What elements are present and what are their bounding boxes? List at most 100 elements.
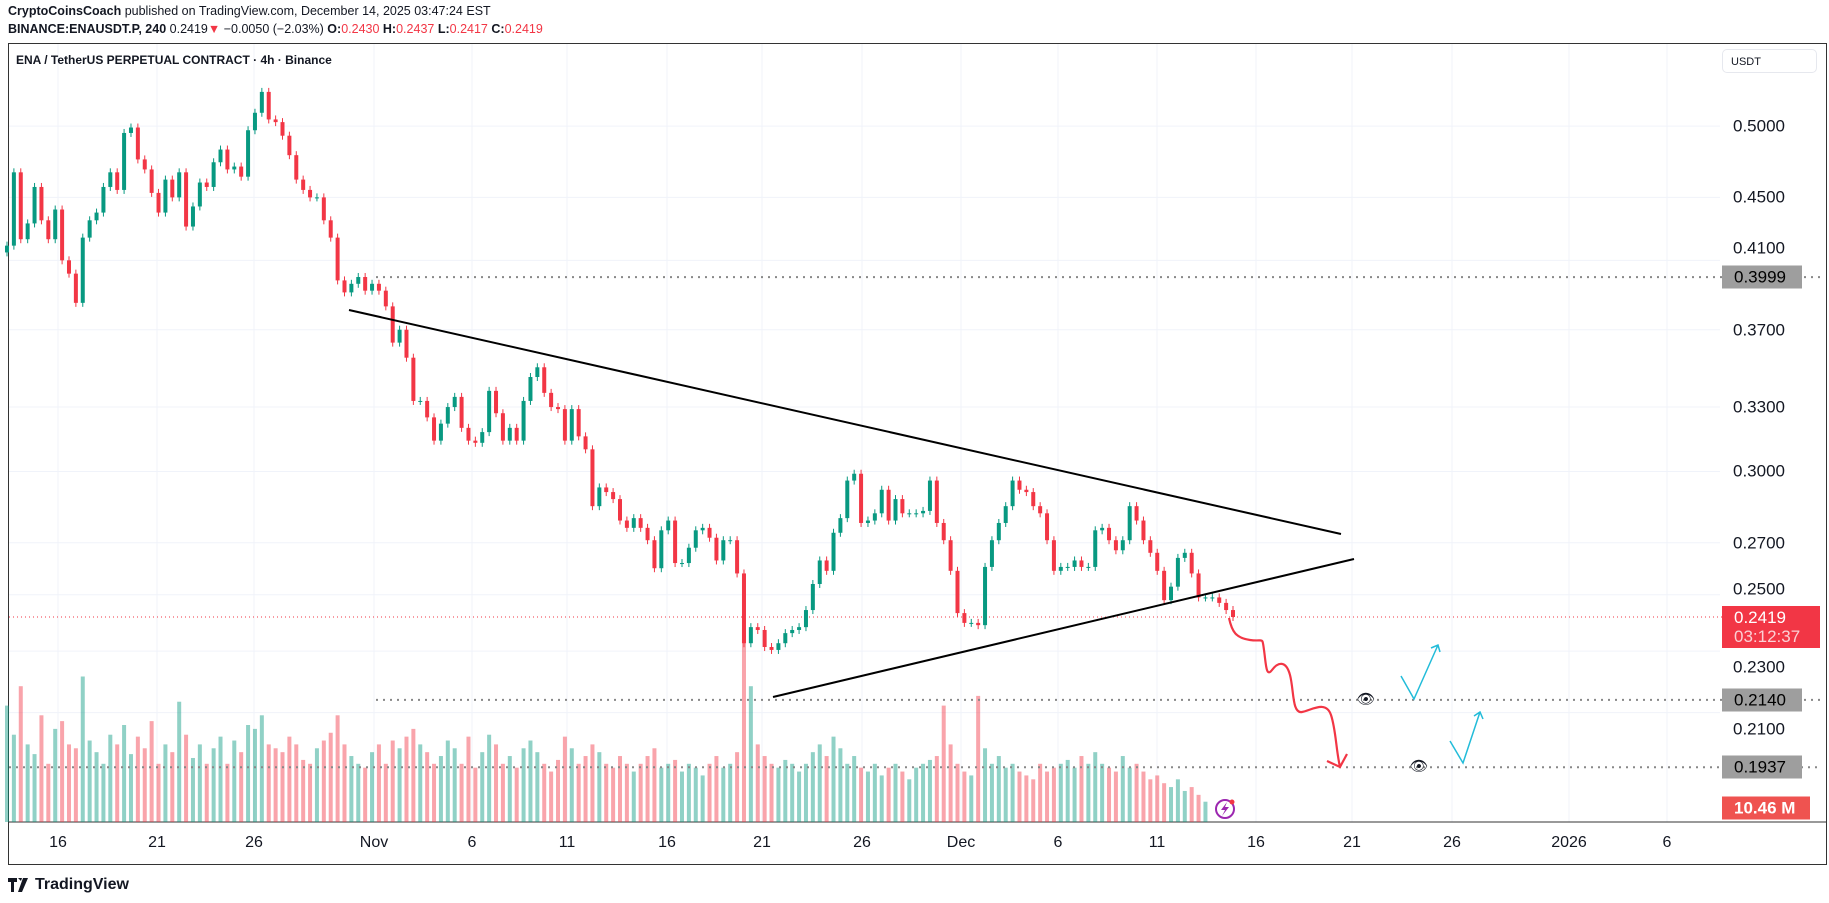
volume-bar <box>686 763 691 822</box>
volume-bar <box>790 763 795 822</box>
price-tick: 0.2300 <box>1733 657 1785 677</box>
candle <box>466 427 471 441</box>
candle <box>907 513 912 515</box>
volume-bar <box>679 771 684 822</box>
volume-bar <box>73 748 78 822</box>
candle <box>32 186 37 224</box>
candle <box>149 169 154 193</box>
candle <box>11 172 16 246</box>
candle <box>611 492 616 500</box>
volume-bar <box>122 725 127 822</box>
price-tick: 0.4100 <box>1733 238 1785 258</box>
candle <box>810 584 815 611</box>
volume-bar <box>783 759 788 822</box>
down-triangle-icon: ▼ <box>207 22 221 36</box>
volume-bar <box>597 752 602 822</box>
candle <box>370 283 375 291</box>
candle <box>363 277 368 291</box>
candle <box>893 499 898 521</box>
volume-bar <box>1031 779 1036 822</box>
candle <box>714 537 719 561</box>
symbol-line: BINANCE:ENAUSDT.P, 240 0.2419▼ −0.0050 (… <box>8 22 543 36</box>
volume-bar <box>666 763 671 822</box>
candle <box>645 527 650 541</box>
candle <box>859 473 864 523</box>
candle <box>845 480 850 519</box>
volume-bar <box>156 763 161 822</box>
candle <box>735 540 740 574</box>
candle <box>273 119 278 123</box>
candle <box>425 400 430 418</box>
symbol: BINANCE:ENAUSDT.P, 240 <box>8 22 167 36</box>
candle <box>631 518 636 528</box>
bar-countdown: 03:12:37 <box>1734 627 1801 646</box>
volume-bar <box>941 705 946 822</box>
volume-bar <box>177 701 182 822</box>
candle <box>177 172 182 198</box>
candle <box>266 91 271 120</box>
time-tick: 26 <box>245 834 263 851</box>
volume-bar <box>397 748 402 822</box>
candle <box>852 473 857 481</box>
volume-bar <box>94 752 99 822</box>
volume-bar <box>741 628 746 822</box>
volume-bar <box>907 779 912 822</box>
price-tick: 0.5000 <box>1733 116 1785 136</box>
currency-button[interactable]: USDT <box>1722 49 1817 73</box>
candle <box>638 518 643 528</box>
tradingview-logo[interactable]: TradingView <box>8 876 129 894</box>
candle <box>287 135 292 156</box>
candle <box>1141 520 1146 541</box>
candle <box>438 423 443 441</box>
volume-bar <box>1024 775 1029 822</box>
low-label: L: <box>437 22 450 36</box>
candle <box>879 489 884 514</box>
volume-bar <box>989 763 994 822</box>
volume-bar <box>969 775 974 822</box>
volume-bar <box>507 756 512 822</box>
volume-bar <box>1072 767 1077 822</box>
candle <box>280 122 285 136</box>
volume-bar <box>211 748 216 822</box>
volume-bar <box>500 763 505 822</box>
volume-bar <box>852 756 857 822</box>
volume-bar <box>445 740 450 822</box>
volume-bar <box>769 763 774 822</box>
candle <box>686 547 691 564</box>
upper-trendline <box>348 309 1342 535</box>
candle <box>900 499 905 514</box>
candle <box>1148 540 1153 553</box>
candle <box>308 189 313 198</box>
candle <box>108 172 113 187</box>
candle <box>480 432 485 443</box>
volume-bar <box>487 734 492 822</box>
volume-bar <box>652 748 657 822</box>
volume-bar <box>25 744 30 822</box>
candle <box>259 91 264 113</box>
volume-bar <box>1079 756 1084 822</box>
volume-bar <box>707 763 712 822</box>
lightning-icon <box>1221 802 1229 816</box>
close-label: C: <box>491 22 505 36</box>
volume-bar <box>810 752 815 822</box>
volume-bar <box>376 744 381 822</box>
candle <box>246 130 251 177</box>
candle <box>204 182 209 187</box>
candle <box>122 132 127 190</box>
candle <box>73 273 78 303</box>
volume-bar <box>246 725 251 822</box>
candle <box>335 237 340 281</box>
candle <box>190 206 195 227</box>
price-tick: 0.4500 <box>1733 187 1785 207</box>
candle <box>142 159 147 170</box>
candle <box>1031 492 1036 507</box>
volume-bar <box>18 686 23 822</box>
candle <box>707 527 712 538</box>
volume-bar <box>831 736 836 822</box>
low-value: 0.2417 <box>449 22 488 36</box>
volume-bar <box>108 734 113 822</box>
candle <box>507 427 512 441</box>
author-name[interactable]: CryptoCoinsCoach <box>8 4 122 18</box>
candle <box>1017 480 1022 490</box>
